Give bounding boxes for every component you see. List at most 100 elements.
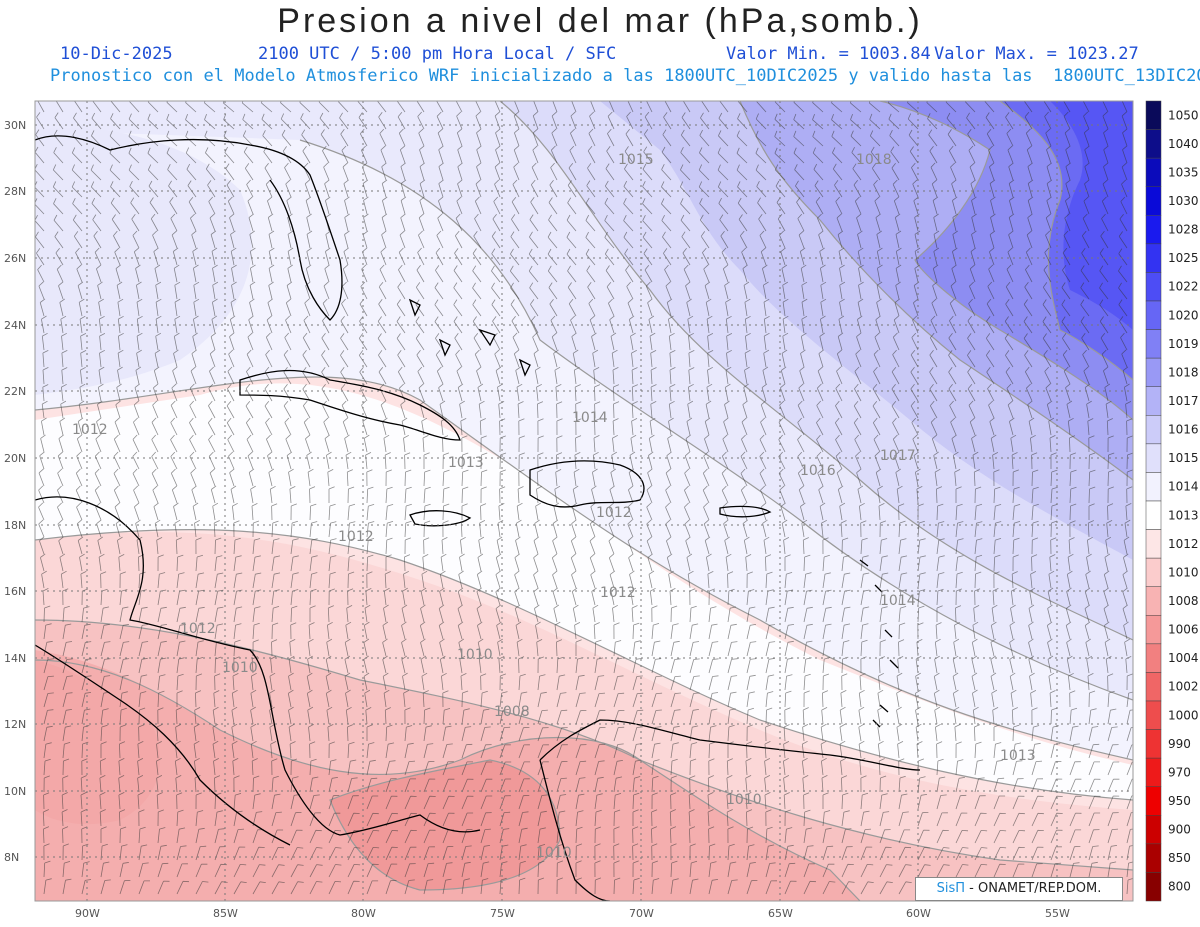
- isobar-label: 1015: [618, 152, 654, 168]
- legend-swatch: [1145, 386, 1162, 416]
- legend-swatch: [1145, 672, 1162, 702]
- lon-label: 80W: [351, 907, 376, 920]
- legend-label: 1000: [1168, 708, 1199, 722]
- legend-swatch: [1145, 215, 1162, 245]
- map-frame: [34, 100, 1134, 902]
- lat-label: 30N: [4, 119, 26, 132]
- lat-label: 26N: [4, 252, 26, 265]
- map-title: Presion a nivel del mar (hPa,somb.): [277, 2, 923, 40]
- legend-label: 1022: [1168, 280, 1199, 294]
- legend-swatch: [1145, 529, 1162, 559]
- graticule: [35, 101, 1133, 901]
- wind-barbs: [35, 101, 1133, 895]
- legend-swatch: [1145, 357, 1162, 387]
- lat-label: 24N: [4, 319, 26, 332]
- legend-label: 900: [1168, 823, 1191, 837]
- legend-swatch: [1145, 500, 1162, 530]
- lat-label: 22N: [4, 385, 26, 398]
- legend-swatch: [1145, 300, 1162, 330]
- lon-label: 75W: [490, 907, 515, 920]
- legend-label: 1017: [1168, 394, 1199, 408]
- legend-swatch: [1145, 643, 1162, 673]
- coastlines: [35, 135, 921, 901]
- legend-swatch: [1145, 329, 1162, 359]
- legend-label: 1002: [1168, 680, 1199, 694]
- legend-swatch: [1145, 615, 1162, 645]
- credit-box: SisΠ - ONAMET/REP.DOM.: [915, 877, 1123, 901]
- legend-swatch: [1145, 129, 1162, 159]
- lat-label: 10N: [4, 785, 26, 798]
- lat-label: 28N: [4, 185, 26, 198]
- isobar-label: 1014: [880, 593, 916, 609]
- legend-label: 800: [1168, 880, 1191, 894]
- lon-label: 55W: [1045, 907, 1070, 920]
- lon-label: 85W: [213, 907, 238, 920]
- lon-label: 65W: [768, 907, 793, 920]
- legend-label: 1050: [1168, 108, 1199, 122]
- isobar-labels: 1015 1018 1012 1013 1014 1016 1017 1012 …: [72, 152, 1036, 861]
- legend-swatch: [1145, 100, 1162, 130]
- legend-label: 970: [1168, 765, 1191, 779]
- legend-label: 1016: [1168, 423, 1199, 437]
- color-legend: 1050 1040 1035 1030 1028 1025 1022 1020 1019 1018…: [1145, 100, 1199, 902]
- legend-label: 1006: [1168, 623, 1199, 637]
- lat-axis: 30N 28N 26N 24N 22N 20N 18N 16N 14N 12N …: [4, 119, 26, 864]
- lat-label: 20N: [4, 452, 26, 465]
- legend-label: 990: [1168, 737, 1191, 751]
- isobar-label: 1012: [596, 505, 632, 521]
- legend-label: 1019: [1168, 337, 1199, 351]
- legend-label: 1030: [1168, 194, 1199, 208]
- legend-swatch: [1145, 700, 1162, 730]
- forecast-date: 10-Dic-2025: [60, 44, 173, 64]
- legend-label: 850: [1168, 851, 1191, 865]
- legend-label: 1018: [1168, 365, 1199, 379]
- isobar-label: 1013: [448, 455, 484, 471]
- lon-axis: 90W 85W 80W 75W 70W 65W 60W 55W: [75, 907, 1070, 920]
- legend-swatch: [1145, 243, 1162, 273]
- legend-label: 950: [1168, 794, 1191, 808]
- lon-label: 70W: [629, 907, 654, 920]
- legend-swatch: [1145, 729, 1162, 759]
- legend-swatch: [1145, 872, 1162, 902]
- legend-label: 1004: [1168, 651, 1199, 665]
- lat-label: 18N: [4, 519, 26, 532]
- legend-label: 1010: [1168, 565, 1199, 579]
- legend-swatch: [1145, 472, 1162, 502]
- credit-text: - ONAMET/REP.DOM.: [965, 881, 1102, 896]
- isobar-label: 1017: [880, 448, 916, 464]
- isobar-lines: [35, 101, 1133, 901]
- isobar-label: 1010: [726, 792, 762, 808]
- sispi-logo: SisΠ: [936, 881, 966, 896]
- lon-label: 60W: [906, 907, 931, 920]
- pressure-shading: [35, 101, 1133, 901]
- legend-swatch: [1145, 757, 1162, 787]
- legend-swatch: [1145, 786, 1162, 816]
- lon-label: 90W: [75, 907, 100, 920]
- legend-label: 1040: [1168, 137, 1199, 151]
- legend-swatch: [1145, 272, 1162, 302]
- legend-label: 1025: [1168, 251, 1199, 265]
- isobar-label: 1012: [338, 529, 374, 545]
- lat-label: 16N: [4, 585, 26, 598]
- legend-label: 1014: [1168, 480, 1199, 494]
- lat-label: 8N: [4, 851, 19, 864]
- valid-time: 2100 UTC / 5:00 pm Hora Local / SFC: [258, 44, 617, 64]
- legend-label: 1013: [1168, 508, 1199, 522]
- legend-label: 1020: [1168, 308, 1199, 322]
- isobar-label: 1014: [572, 410, 608, 426]
- lat-label: 14N: [4, 652, 26, 665]
- min-value: Valor Min. = 1003.84: [726, 44, 931, 64]
- legend-label: 1028: [1168, 223, 1199, 237]
- isobar-label: 1016: [800, 463, 836, 479]
- legend-swatch: [1145, 157, 1162, 187]
- legend-swatch: [1145, 186, 1162, 216]
- lat-label: 12N: [4, 718, 26, 731]
- isobar-label: 1010: [222, 660, 258, 676]
- legend-swatch: [1145, 815, 1162, 845]
- legend-label: 1015: [1168, 451, 1199, 465]
- max-value: Valor Max. = 1023.27: [934, 44, 1139, 64]
- isobar-label: 1012: [600, 585, 636, 601]
- legend-label: 1008: [1168, 594, 1199, 608]
- model-info: Pronostico con el Modelo Atmosferico WRF…: [50, 66, 1200, 86]
